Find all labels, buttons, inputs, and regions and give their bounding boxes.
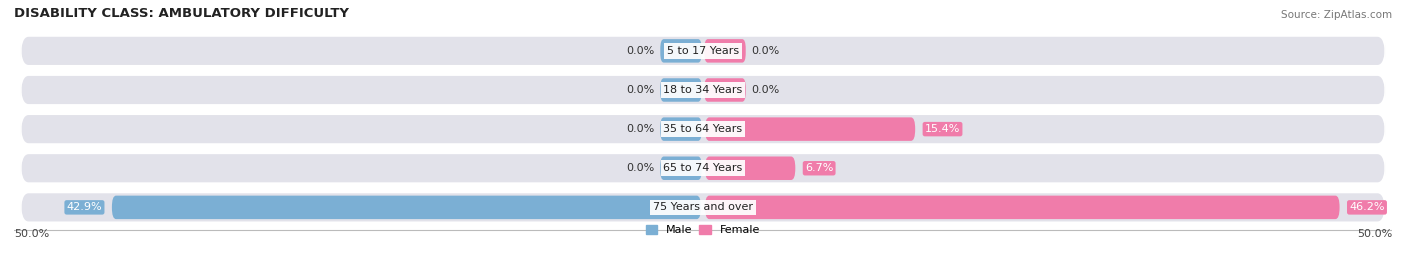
FancyBboxPatch shape <box>661 78 702 102</box>
FancyBboxPatch shape <box>661 157 702 180</box>
FancyBboxPatch shape <box>21 37 1385 65</box>
FancyBboxPatch shape <box>704 196 1340 219</box>
FancyBboxPatch shape <box>21 115 1385 143</box>
FancyBboxPatch shape <box>21 76 1385 104</box>
Text: 5 to 17 Years: 5 to 17 Years <box>666 46 740 56</box>
FancyBboxPatch shape <box>661 117 702 141</box>
Legend: Male, Female: Male, Female <box>641 220 765 240</box>
Text: 15.4%: 15.4% <box>925 124 960 134</box>
FancyBboxPatch shape <box>21 154 1385 182</box>
Text: 0.0%: 0.0% <box>627 163 655 173</box>
FancyBboxPatch shape <box>21 193 1385 221</box>
Text: 0.0%: 0.0% <box>751 85 779 95</box>
Text: 50.0%: 50.0% <box>14 229 49 239</box>
Text: 42.9%: 42.9% <box>66 202 103 212</box>
Text: DISABILITY CLASS: AMBULATORY DIFFICULTY: DISABILITY CLASS: AMBULATORY DIFFICULTY <box>14 7 349 20</box>
FancyBboxPatch shape <box>704 117 915 141</box>
Text: 0.0%: 0.0% <box>751 46 779 56</box>
Text: 50.0%: 50.0% <box>1357 229 1392 239</box>
Text: Source: ZipAtlas.com: Source: ZipAtlas.com <box>1281 10 1392 20</box>
Text: 46.2%: 46.2% <box>1350 202 1385 212</box>
FancyBboxPatch shape <box>704 78 745 102</box>
FancyBboxPatch shape <box>112 196 702 219</box>
Text: 6.7%: 6.7% <box>806 163 834 173</box>
FancyBboxPatch shape <box>704 39 745 63</box>
Text: 0.0%: 0.0% <box>627 124 655 134</box>
FancyBboxPatch shape <box>661 39 702 63</box>
Text: 65 to 74 Years: 65 to 74 Years <box>664 163 742 173</box>
Text: 75 Years and over: 75 Years and over <box>652 202 754 212</box>
Text: 0.0%: 0.0% <box>627 46 655 56</box>
FancyBboxPatch shape <box>704 157 796 180</box>
Text: 35 to 64 Years: 35 to 64 Years <box>664 124 742 134</box>
Text: 0.0%: 0.0% <box>627 85 655 95</box>
Text: 18 to 34 Years: 18 to 34 Years <box>664 85 742 95</box>
